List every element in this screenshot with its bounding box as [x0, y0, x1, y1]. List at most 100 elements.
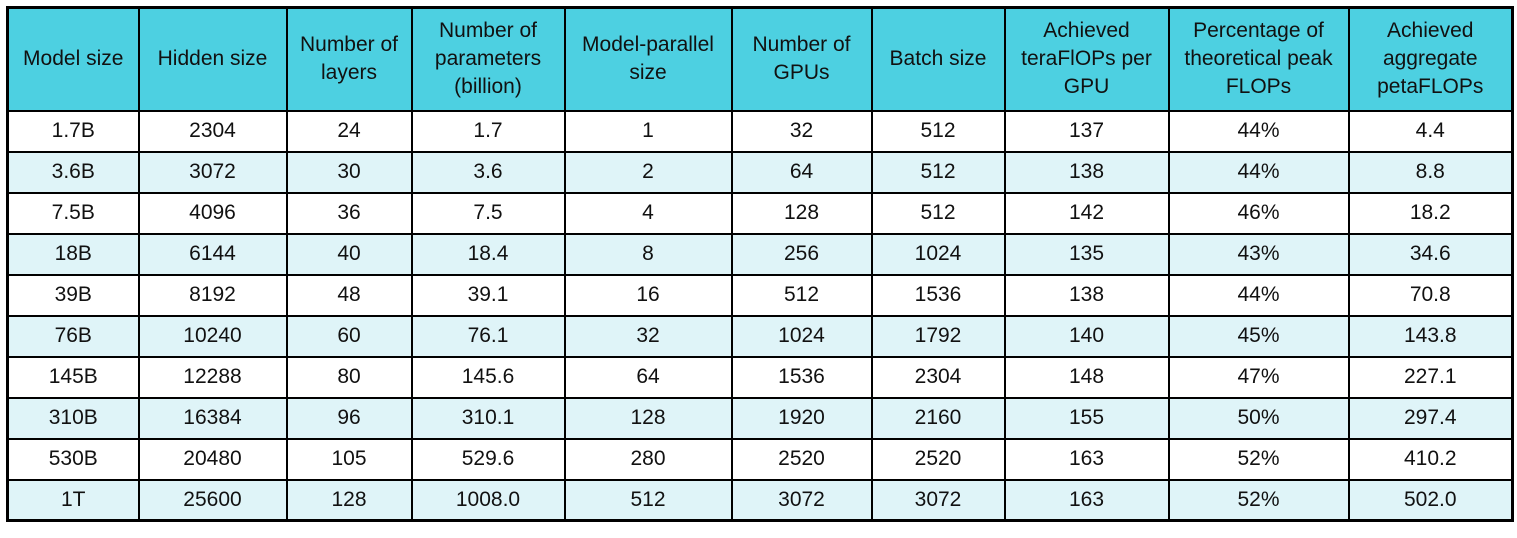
column-header-batch-size: Batch size — [870, 6, 1006, 112]
cell-76b-model-parallel-size: 32 — [563, 314, 733, 358]
cell-76b-hidden-size: 10240 — [137, 314, 288, 358]
cell-1-7b-hidden-size: 2304 — [137, 109, 288, 153]
cell-1-7b-batch-size: 512 — [870, 109, 1006, 153]
table-row-3-6b: 3.6B 3072 30 3.6 2 64 512 138 44% 8.8 — [6, 150, 1514, 194]
cell-7-5b-model-size: 7.5B — [6, 191, 140, 235]
cell-39b-number-of-gpus: 512 — [730, 273, 873, 317]
cell-39b-model-parallel-size: 16 — [563, 273, 733, 317]
cell-3-6b-achieved-teraflops-per-gpu: 138 — [1003, 150, 1170, 194]
cell-39b-number-of-layers: 48 — [285, 273, 413, 317]
column-header-model-size: Model size — [6, 6, 140, 112]
cell-76b-number-of-gpus: 1024 — [730, 314, 873, 358]
table-row-39b: 39B 8192 48 39.1 16 512 1536 138 44% 70.8 — [6, 273, 1514, 317]
cell-18b-achieved-aggregate-petaflops: 34.6 — [1347, 232, 1514, 276]
cell-18b-achieved-teraflops-per-gpu: 135 — [1003, 232, 1170, 276]
cell-310b-model-size: 310B — [6, 396, 140, 440]
table-row-530b: 530B 20480 105 529.6 280 2520 2520 163 52% 410.2 — [6, 437, 1514, 481]
cell-145b-achieved-aggregate-petaflops: 227.1 — [1347, 355, 1514, 399]
cell-1-7b-achieved-teraflops-per-gpu: 137 — [1003, 109, 1170, 153]
cell-145b-model-size: 145B — [6, 355, 140, 399]
cell-310b-number-of-layers: 96 — [285, 396, 413, 440]
header-row: Model size Hidden size Number of layers Num… — [6, 6, 1514, 112]
cell-1-7b-number-of-gpus: 32 — [730, 109, 873, 153]
cell-39b-model-size: 39B — [6, 273, 140, 317]
cell-39b-batch-size: 1536 — [870, 273, 1006, 317]
column-header-achieved-aggregate-petaflops: Achieved aggregate petaFLOPs — [1347, 6, 1514, 112]
cell-18b-hidden-size: 6144 — [137, 232, 288, 276]
cell-310b-number-of-gpus: 1920 — [730, 396, 873, 440]
cell-7-5b-model-parallel-size: 4 — [563, 191, 733, 235]
cell-145b-percentage-of-theoretical-peak-flops: 47% — [1167, 355, 1350, 399]
cell-39b-number-of-parameters-billion: 39.1 — [410, 273, 566, 317]
table-row-1t: 1T 25600 128 1008.0 512 3072 3072 163 52% 502.0 — [6, 478, 1514, 522]
cell-530b-number-of-layers: 105 — [285, 437, 413, 481]
cell-530b-achieved-teraflops-per-gpu: 163 — [1003, 437, 1170, 481]
cell-3-6b-number-of-gpus: 64 — [730, 150, 873, 194]
cell-76b-achieved-aggregate-petaflops: 143.8 — [1347, 314, 1514, 358]
cell-76b-percentage-of-theoretical-peak-flops: 45% — [1167, 314, 1350, 358]
cell-3-6b-number-of-parameters-billion: 3.6 — [410, 150, 566, 194]
cell-310b-batch-size: 2160 — [870, 396, 1006, 440]
table-row-145b: 145B 12288 80 145.6 64 1536 2304 148 47% 227.1 — [6, 355, 1514, 399]
cell-1t-achieved-aggregate-petaflops: 502.0 — [1347, 478, 1514, 522]
cell-7-5b-batch-size: 512 — [870, 191, 1006, 235]
cell-18b-percentage-of-theoretical-peak-flops: 43% — [1167, 232, 1350, 276]
cell-145b-number-of-parameters-billion: 145.6 — [410, 355, 566, 399]
cell-18b-number-of-parameters-billion: 18.4 — [410, 232, 566, 276]
cell-7-5b-hidden-size: 4096 — [137, 191, 288, 235]
cell-310b-model-parallel-size: 128 — [563, 396, 733, 440]
cell-530b-achieved-aggregate-petaflops: 410.2 — [1347, 437, 1514, 481]
cell-7-5b-percentage-of-theoretical-peak-flops: 46% — [1167, 191, 1350, 235]
table-row-7-5b: 7.5B 4096 36 7.5 4 128 512 142 46% 18.2 — [6, 191, 1514, 235]
cell-76b-batch-size: 1792 — [870, 314, 1006, 358]
cell-145b-achieved-teraflops-per-gpu: 148 — [1003, 355, 1170, 399]
cell-3-6b-achieved-aggregate-petaflops: 8.8 — [1347, 150, 1514, 194]
cell-310b-number-of-parameters-billion: 310.1 — [410, 396, 566, 440]
table-body: 1.7B 2304 24 1.7 1 32 512 137 44% 4.4 3.6B 3072 30 3.… — [6, 109, 1514, 522]
cell-18b-number-of-gpus: 256 — [730, 232, 873, 276]
cell-530b-number-of-gpus: 2520 — [730, 437, 873, 481]
cell-1t-achieved-teraflops-per-gpu: 163 — [1003, 478, 1170, 522]
cell-39b-hidden-size: 8192 — [137, 273, 288, 317]
column-header-number-of-layers: Number of layers — [285, 6, 413, 112]
cell-1-7b-percentage-of-theoretical-peak-flops: 44% — [1167, 109, 1350, 153]
cell-76b-number-of-parameters-billion: 76.1 — [410, 314, 566, 358]
cell-310b-percentage-of-theoretical-peak-flops: 50% — [1167, 396, 1350, 440]
cell-530b-batch-size: 2520 — [870, 437, 1006, 481]
column-header-number-of-gpus: Number of GPUs — [730, 6, 873, 112]
cell-76b-number-of-layers: 60 — [285, 314, 413, 358]
cell-530b-model-size: 530B — [6, 437, 140, 481]
cell-1t-number-of-parameters-billion: 1008.0 — [410, 478, 566, 522]
cell-76b-achieved-teraflops-per-gpu: 140 — [1003, 314, 1170, 358]
cell-7-5b-achieved-aggregate-petaflops: 18.2 — [1347, 191, 1514, 235]
cell-7-5b-number-of-layers: 36 — [285, 191, 413, 235]
cell-39b-achieved-aggregate-petaflops: 70.8 — [1347, 273, 1514, 317]
cell-1t-hidden-size: 25600 — [137, 478, 288, 522]
cell-1-7b-number-of-layers: 24 — [285, 109, 413, 153]
cell-39b-achieved-teraflops-per-gpu: 138 — [1003, 273, 1170, 317]
cell-530b-model-parallel-size: 280 — [563, 437, 733, 481]
cell-1t-model-parallel-size: 512 — [563, 478, 733, 522]
table-row-1-7b: 1.7B 2304 24 1.7 1 32 512 137 44% 4.4 — [6, 109, 1514, 153]
cell-18b-number-of-layers: 40 — [285, 232, 413, 276]
cell-18b-batch-size: 1024 — [870, 232, 1006, 276]
cell-145b-number-of-layers: 80 — [285, 355, 413, 399]
cell-310b-achieved-teraflops-per-gpu: 155 — [1003, 396, 1170, 440]
column-header-achieved-teraflops-per-gpu: Achieved teraFlOPs per GPU — [1003, 6, 1170, 112]
table-row-76b: 76B 10240 60 76.1 32 1024 1792 140 45% 143.8 — [6, 314, 1514, 358]
model-scaling-results-table: Model size Hidden size Number of layers Num… — [6, 6, 1514, 522]
cell-3-6b-hidden-size: 3072 — [137, 150, 288, 194]
cell-145b-model-parallel-size: 64 — [563, 355, 733, 399]
table-header: Model size Hidden size Number of layers Num… — [6, 6, 1514, 112]
cell-18b-model-parallel-size: 8 — [563, 232, 733, 276]
cell-1t-number-of-gpus: 3072 — [730, 478, 873, 522]
cell-39b-percentage-of-theoretical-peak-flops: 44% — [1167, 273, 1350, 317]
cell-530b-percentage-of-theoretical-peak-flops: 52% — [1167, 437, 1350, 481]
cell-145b-number-of-gpus: 1536 — [730, 355, 873, 399]
cell-530b-hidden-size: 20480 — [137, 437, 288, 481]
table-row-310b: 310B 16384 96 310.1 128 1920 2160 155 50% 297.4 — [6, 396, 1514, 440]
column-header-hidden-size: Hidden size — [137, 6, 288, 112]
column-header-model-parallel-size: Model-parallel size — [563, 6, 733, 112]
cell-145b-batch-size: 2304 — [870, 355, 1006, 399]
cell-310b-achieved-aggregate-petaflops: 297.4 — [1347, 396, 1514, 440]
